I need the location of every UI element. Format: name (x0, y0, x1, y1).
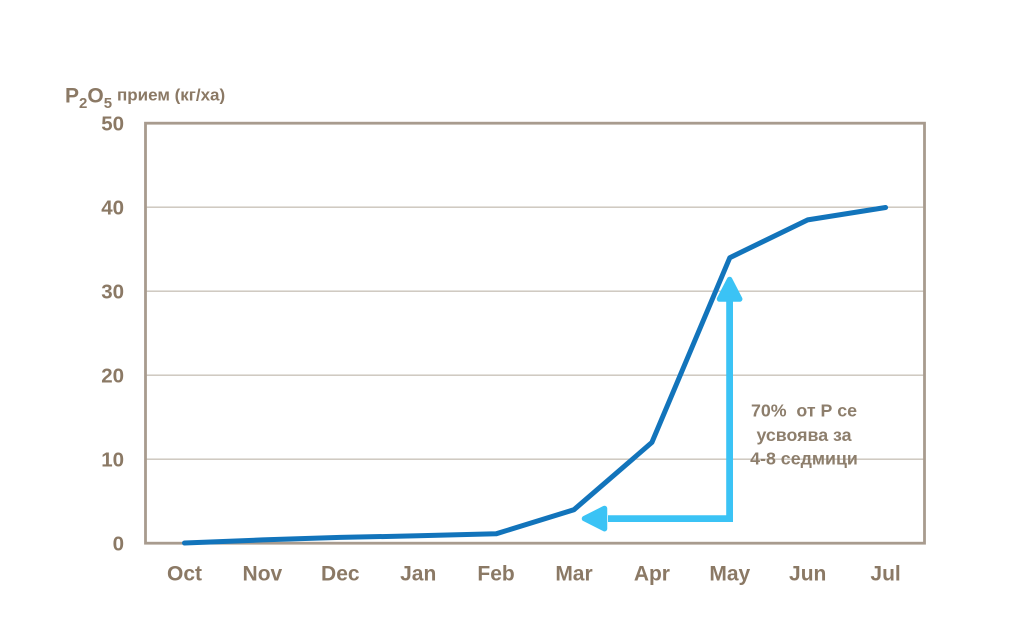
svg-text:Nov: Nov (243, 563, 283, 586)
svg-text:20: 20 (101, 364, 124, 387)
svg-text:May: May (709, 563, 750, 586)
svg-text:P2O5: P2O5 (65, 85, 112, 113)
svg-text:40: 40 (101, 196, 124, 219)
svg-text:70% от Р се: 70% от Р се (751, 401, 857, 421)
svg-text:50: 50 (101, 112, 124, 135)
svg-text:Mar: Mar (555, 563, 592, 586)
svg-text:Jun: Jun (789, 563, 826, 586)
svg-text:Apr: Apr (634, 563, 670, 586)
svg-text:усвоява за: усвоява за (756, 425, 851, 445)
svg-text:0: 0 (113, 532, 124, 555)
svg-text:Jan: Jan (400, 563, 436, 586)
svg-text:Oct: Oct (167, 563, 202, 586)
svg-text:4-8 седмици: 4-8 седмици (750, 449, 858, 469)
svg-text:10: 10 (101, 448, 124, 471)
svg-text:Dec: Dec (321, 563, 360, 586)
svg-text:30: 30 (101, 280, 124, 303)
svg-text:Jul: Jul (870, 563, 900, 586)
svg-text:Feb: Feb (477, 563, 514, 586)
svg-text:прием (кг/ха): прием (кг/ха) (117, 86, 225, 105)
